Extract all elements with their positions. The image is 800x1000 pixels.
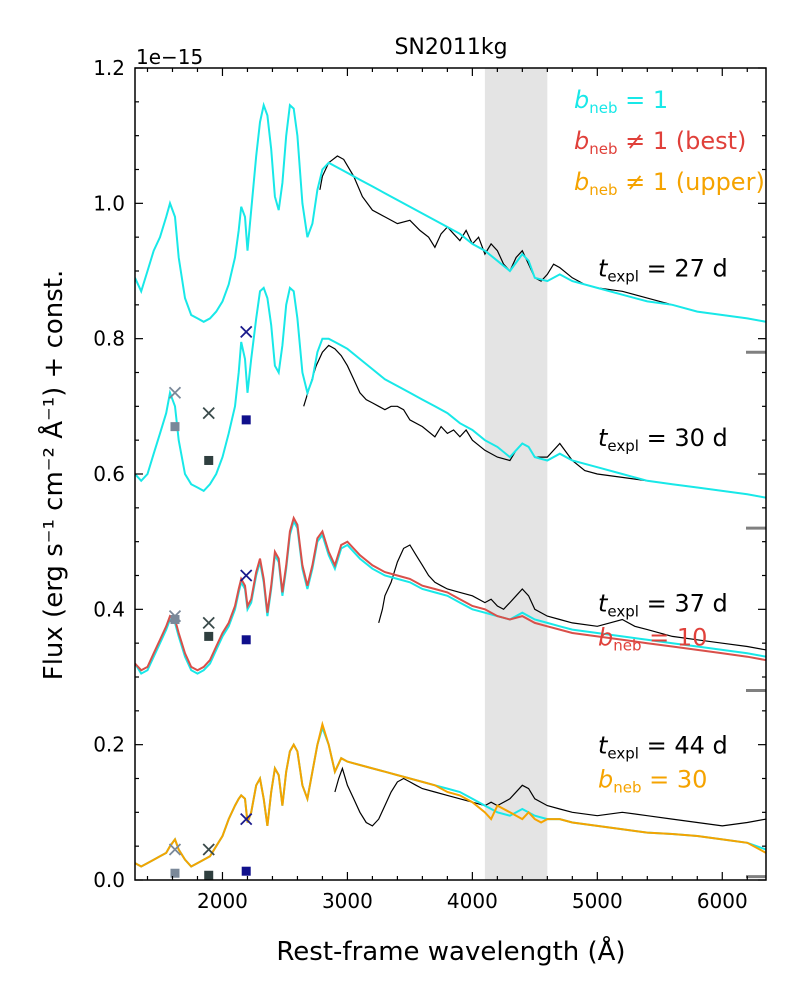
legend-entry-0-subscript: neb (589, 99, 617, 117)
model-spectrum-1-model_neb1 (135, 286, 766, 499)
y-tick-label-4: 0.8 (93, 327, 125, 351)
chart-title: SN2011kg (394, 35, 507, 60)
epoch-label-1-symbol: t (598, 424, 609, 452)
square-marker-2-4 (204, 631, 214, 641)
plot-area: 2000 3000 4000 5000 6000 0.0 0.2 0.4 0.6 0.8 1.0 1.… (93, 56, 767, 913)
square-marker-1-3 (204, 455, 214, 465)
x-tick-label-3000: 3000 (322, 889, 373, 913)
square-marker-3-5 (241, 866, 251, 876)
square-marker-1-4 (241, 415, 251, 425)
square-marker-3-4 (204, 870, 214, 880)
epoch-neb-label-3-symbol: b (598, 766, 613, 794)
x-marker-2-1 (202, 616, 215, 630)
observed-spectrum-1 (303, 344, 766, 499)
square-marker-3-3 (170, 868, 180, 878)
legend-entry-2: bneb ≠ 1 (upper) (574, 168, 765, 199)
legend-entry-1-symbol: b (574, 127, 589, 155)
epoch-neb-label-3-value: = 30 (642, 766, 708, 794)
y-tick-label-2: 0.4 (93, 597, 125, 621)
x-marker-3-1 (202, 843, 215, 856)
y-tick-label-5: 1.0 (93, 191, 125, 215)
observed-spectrum-2 (378, 544, 766, 651)
epoch-neb-label-2-symbol: b (598, 624, 613, 652)
epoch-label-0-symbol: t (598, 255, 609, 283)
y-multiplier-label: 1e−15 (136, 45, 203, 69)
epoch-neb-label-3-subscript: neb (613, 779, 641, 797)
legend-entry-0: bneb = 1 (574, 86, 668, 117)
legend-entry-2-symbol: b (574, 168, 589, 196)
legend-entry-0-symbol: b (574, 86, 589, 114)
epoch-label-2: texpl = 37 d (598, 590, 728, 621)
y-axis-label: Flux (erg s⁻¹ cm⁻² Å⁻¹) + const. (37, 270, 69, 681)
epoch-label-1-value: = 30 d (639, 424, 728, 452)
plot-inner (135, 68, 766, 880)
shaded-band (484, 68, 548, 880)
observed-spectrum-3 (334, 766, 766, 827)
model-spectrum-2-model_best (135, 515, 766, 672)
epoch-label-1-subscript: expl (607, 437, 639, 455)
epoch-neb-label-2-value: = 10 (642, 624, 708, 652)
epoch-label-0-subscript: expl (607, 268, 639, 286)
legend-entry-2-subscript: neb (589, 181, 617, 199)
x-tick-label-5000: 5000 (572, 889, 623, 913)
legend-entry-1-subscript: neb (589, 140, 617, 158)
legend-entry-2-value: ≠ 1 (upper) (618, 168, 765, 196)
x-tick-label-4000: 4000 (447, 889, 498, 913)
square-marker-2-3 (170, 614, 180, 624)
epoch-label-2-value: = 37 d (639, 590, 728, 618)
model-spectrum-3-model_upper (135, 720, 766, 868)
y-tick-label-0: 0.0 (93, 868, 125, 892)
epoch-label-3-value: = 44 d (639, 732, 728, 760)
x-marker-2-2 (240, 569, 253, 582)
model-spectrum-0-model_neb1 (135, 101, 766, 323)
square-marker-1-2 (170, 422, 180, 432)
x-tick-label-6000: 6000 (697, 889, 748, 913)
epoch-label-2-symbol: t (598, 590, 609, 618)
x-marker-1-1 (202, 406, 215, 420)
x-marker-3-0 (168, 843, 182, 856)
epoch-label-0-value: = 27 d (639, 255, 728, 283)
epoch-label-3-subscript: expl (607, 745, 639, 763)
y-tick-label-6: 1.2 (93, 56, 125, 80)
x-marker-3-2 (240, 812, 253, 826)
epoch-neb-label-2-subscript: neb (613, 637, 641, 655)
x-tick-label-2000: 2000 (197, 889, 248, 913)
legend-entry-1-value: ≠ 1 (best) (618, 127, 747, 155)
epoch-label-1: texpl = 30 d (598, 424, 728, 455)
legend-entry-0-value: = 1 (618, 86, 669, 114)
epoch-label-3: texpl = 44 d (598, 732, 728, 763)
x-axis-label: Rest-frame wavelength (Å) (276, 935, 625, 967)
square-marker-2-5 (241, 635, 251, 645)
epoch-label-3-symbol: t (598, 732, 609, 760)
y-tick-label-1: 0.2 (93, 733, 125, 757)
epoch-neb-label-2: bneb = 10 (598, 624, 707, 655)
legend-entry-1: bneb ≠ 1 (best) (574, 127, 746, 158)
epoch-label-0: texpl = 27 d (598, 255, 728, 286)
x-marker-1-0 (168, 386, 182, 399)
epoch-neb-label-3: bneb = 30 (598, 766, 707, 797)
epoch-label-2-subscript: expl (607, 603, 639, 621)
x-marker-0-0 (240, 325, 253, 339)
y-tick-label-3: 0.6 (93, 462, 125, 486)
